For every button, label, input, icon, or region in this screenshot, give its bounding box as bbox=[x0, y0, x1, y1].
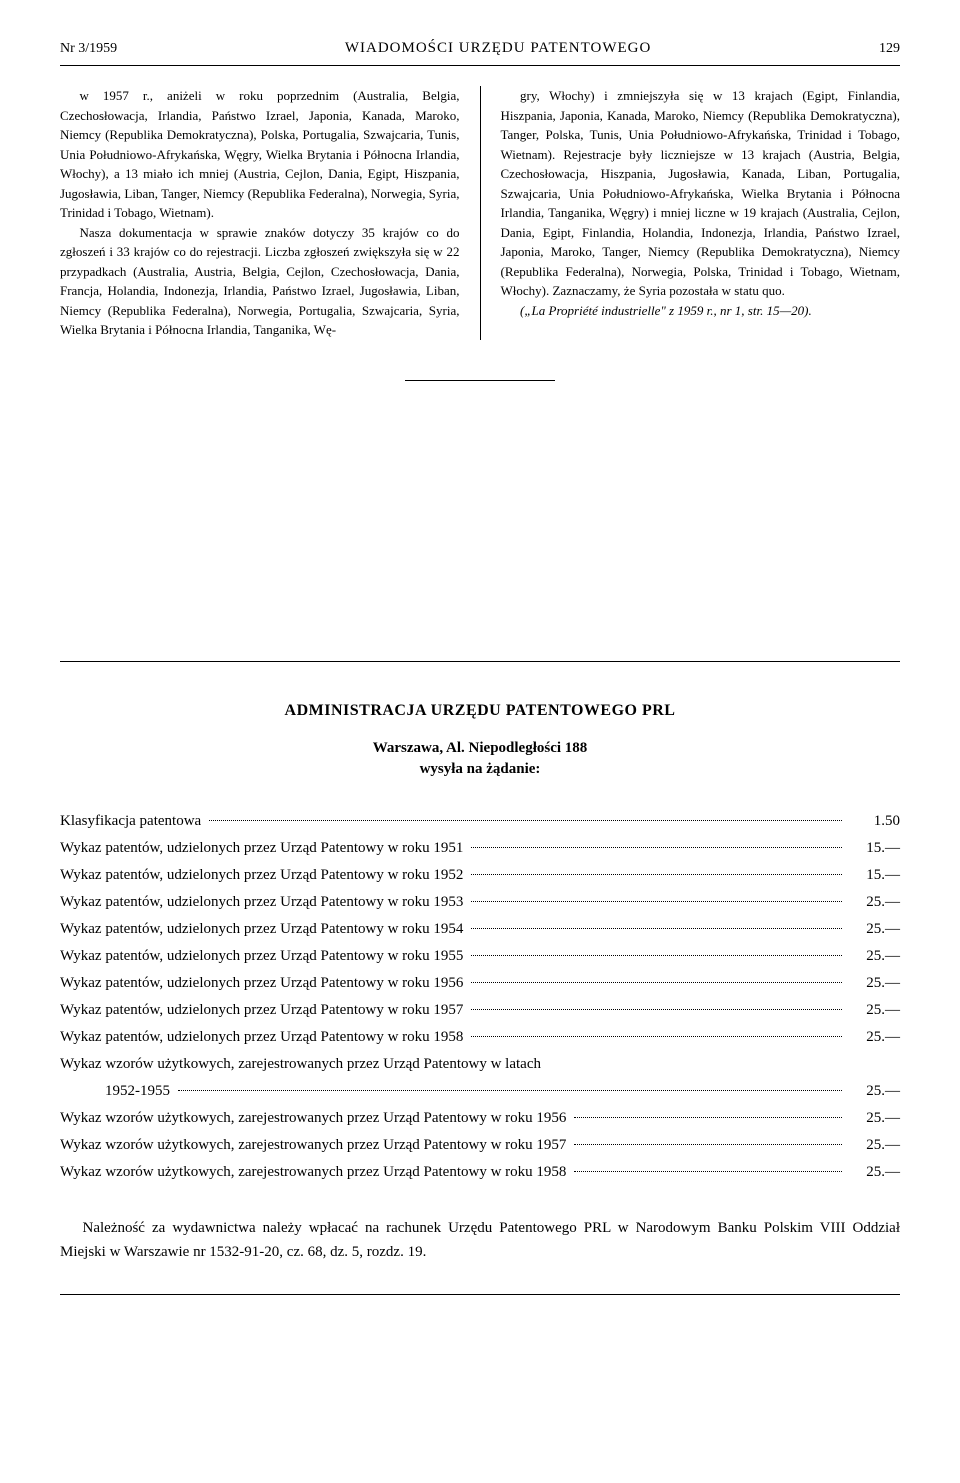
price-label: Wykaz patentów, udzielonych przez Urząd … bbox=[60, 997, 463, 1024]
price-dots bbox=[471, 847, 842, 848]
price-value: 25.— bbox=[850, 1024, 900, 1051]
price-dots bbox=[471, 955, 842, 956]
price-value: 1.50 bbox=[850, 808, 900, 835]
short-divider bbox=[405, 380, 555, 381]
price-row: Wykaz wzorów użytkowych, zarejestrowanyc… bbox=[60, 1132, 900, 1159]
right-citation: („La Propriété industrielle" z 1959 r., … bbox=[501, 301, 901, 321]
price-label: Wykaz wzorów użytkowych, zarejestrowanyc… bbox=[60, 1051, 541, 1078]
price-label: Wykaz wzorów użytkowych, zarejestrowanyc… bbox=[60, 1159, 566, 1186]
page-header: Nr 3/1959 WIADOMOŚCI URZĘDU PATENTOWEGO … bbox=[60, 40, 900, 57]
price-label: Wykaz patentów, udzielonych przez Urząd … bbox=[60, 970, 463, 997]
price-value: 25.— bbox=[850, 970, 900, 997]
right-column: gry, Włochy) i zmniejszyła się w 13 kraj… bbox=[501, 86, 901, 340]
left-paragraph-1: w 1957 r., aniżeli w roku poprzednim (Au… bbox=[60, 86, 460, 223]
price-dots bbox=[471, 1009, 842, 1010]
price-dots bbox=[471, 982, 842, 983]
price-row: Wykaz patentów, udzielonych przez Urząd … bbox=[60, 916, 900, 943]
price-label: Wykaz wzorów użytkowych, zarejestrowanyc… bbox=[60, 1105, 566, 1132]
price-dots bbox=[471, 1036, 842, 1037]
price-label: Wykaz patentów, udzielonych przez Urząd … bbox=[60, 862, 463, 889]
admin-title: ADMINISTRACJA URZĘDU PATENTOWEGO PRL bbox=[60, 702, 900, 720]
price-dots bbox=[178, 1090, 842, 1091]
price-label: Klasyfikacja patentowa bbox=[60, 808, 201, 835]
footer-text: Należność za wydawnictwa należy wpłacać … bbox=[60, 1216, 900, 1264]
price-row: Wykaz patentów, udzielonych przez Urząd … bbox=[60, 889, 900, 916]
price-row: Wykaz patentów, udzielonych przez Urząd … bbox=[60, 835, 900, 862]
price-row-multiline-1: Wykaz wzorów użytkowych, zarejestrowanyc… bbox=[60, 1051, 900, 1078]
price-value: 25.— bbox=[850, 916, 900, 943]
page-number: 129 bbox=[879, 41, 900, 57]
price-label: Wykaz patentów, udzielonych przez Urząd … bbox=[60, 889, 463, 916]
column-divider bbox=[480, 86, 481, 340]
price-dots bbox=[471, 901, 842, 902]
journal-title: WIADOMOŚCI URZĘDU PATENTOWEGO bbox=[117, 40, 879, 57]
section-divider bbox=[60, 661, 900, 662]
price-dots bbox=[574, 1117, 842, 1118]
price-row: Wykaz wzorów użytkowych, zarejestrowanyc… bbox=[60, 1105, 900, 1132]
left-paragraph-2: Nasza dokumentacja w sprawie znaków doty… bbox=[60, 223, 460, 340]
price-dots bbox=[471, 928, 842, 929]
price-value: 25.— bbox=[850, 1132, 900, 1159]
bottom-divider bbox=[60, 1294, 900, 1295]
price-label: Wykaz patentów, udzielonych przez Urząd … bbox=[60, 943, 463, 970]
price-label: 1952-1955 bbox=[105, 1078, 170, 1105]
price-row: Wykaz patentów, udzielonych przez Urząd … bbox=[60, 1024, 900, 1051]
price-value: 25.— bbox=[850, 1078, 900, 1105]
price-dots bbox=[209, 820, 842, 821]
issue-number: Nr 3/1959 bbox=[60, 41, 117, 57]
price-dots bbox=[471, 874, 842, 875]
price-row: Klasyfikacja patentowa 1.50 bbox=[60, 808, 900, 835]
price-label: Wykaz patentów, udzielonych przez Urząd … bbox=[60, 916, 463, 943]
price-label: Wykaz wzorów użytkowych, zarejestrowanyc… bbox=[60, 1132, 566, 1159]
price-value: 15.— bbox=[850, 862, 900, 889]
price-value: 25.— bbox=[850, 1105, 900, 1132]
price-value: 25.— bbox=[850, 943, 900, 970]
price-list: Klasyfikacja patentowa 1.50 Wykaz patentów… bbox=[60, 808, 900, 1186]
price-row: Wykaz patentów, udzielonych przez Urząd … bbox=[60, 943, 900, 970]
price-row: Wykaz wzorów użytkowych, zarejestrowanyc… bbox=[60, 1159, 900, 1186]
price-dots bbox=[574, 1171, 842, 1172]
right-paragraph-1: gry, Włochy) i zmniejszyła się w 13 kraj… bbox=[501, 86, 901, 301]
header-divider bbox=[60, 65, 900, 66]
price-value: 25.— bbox=[850, 997, 900, 1024]
price-value: 25.— bbox=[850, 889, 900, 916]
footer-note: Należność za wydawnictwa należy wpłacać … bbox=[60, 1216, 900, 1264]
price-value: 15.— bbox=[850, 835, 900, 862]
price-label: Wykaz patentów, udzielonych przez Urząd … bbox=[60, 835, 463, 862]
price-label: Wykaz patentów, udzielonych przez Urząd … bbox=[60, 1024, 463, 1051]
admin-note: wysyła na żądanie: bbox=[60, 761, 900, 778]
left-column: w 1957 r., aniżeli w roku poprzednim (Au… bbox=[60, 86, 460, 340]
article-columns: w 1957 r., aniżeli w roku poprzednim (Au… bbox=[60, 86, 900, 340]
admin-address: Warszawa, Al. Niepodległości 188 bbox=[60, 740, 900, 757]
price-value: 25.— bbox=[850, 1159, 900, 1186]
price-row-multiline-2: 1952-1955 25.— bbox=[60, 1078, 900, 1105]
price-row: Wykaz patentów, udzielonych przez Urząd … bbox=[60, 997, 900, 1024]
price-dots bbox=[574, 1144, 842, 1145]
price-row: Wykaz patentów, udzielonych przez Urząd … bbox=[60, 970, 900, 997]
price-row: Wykaz patentów, udzielonych przez Urząd … bbox=[60, 862, 900, 889]
